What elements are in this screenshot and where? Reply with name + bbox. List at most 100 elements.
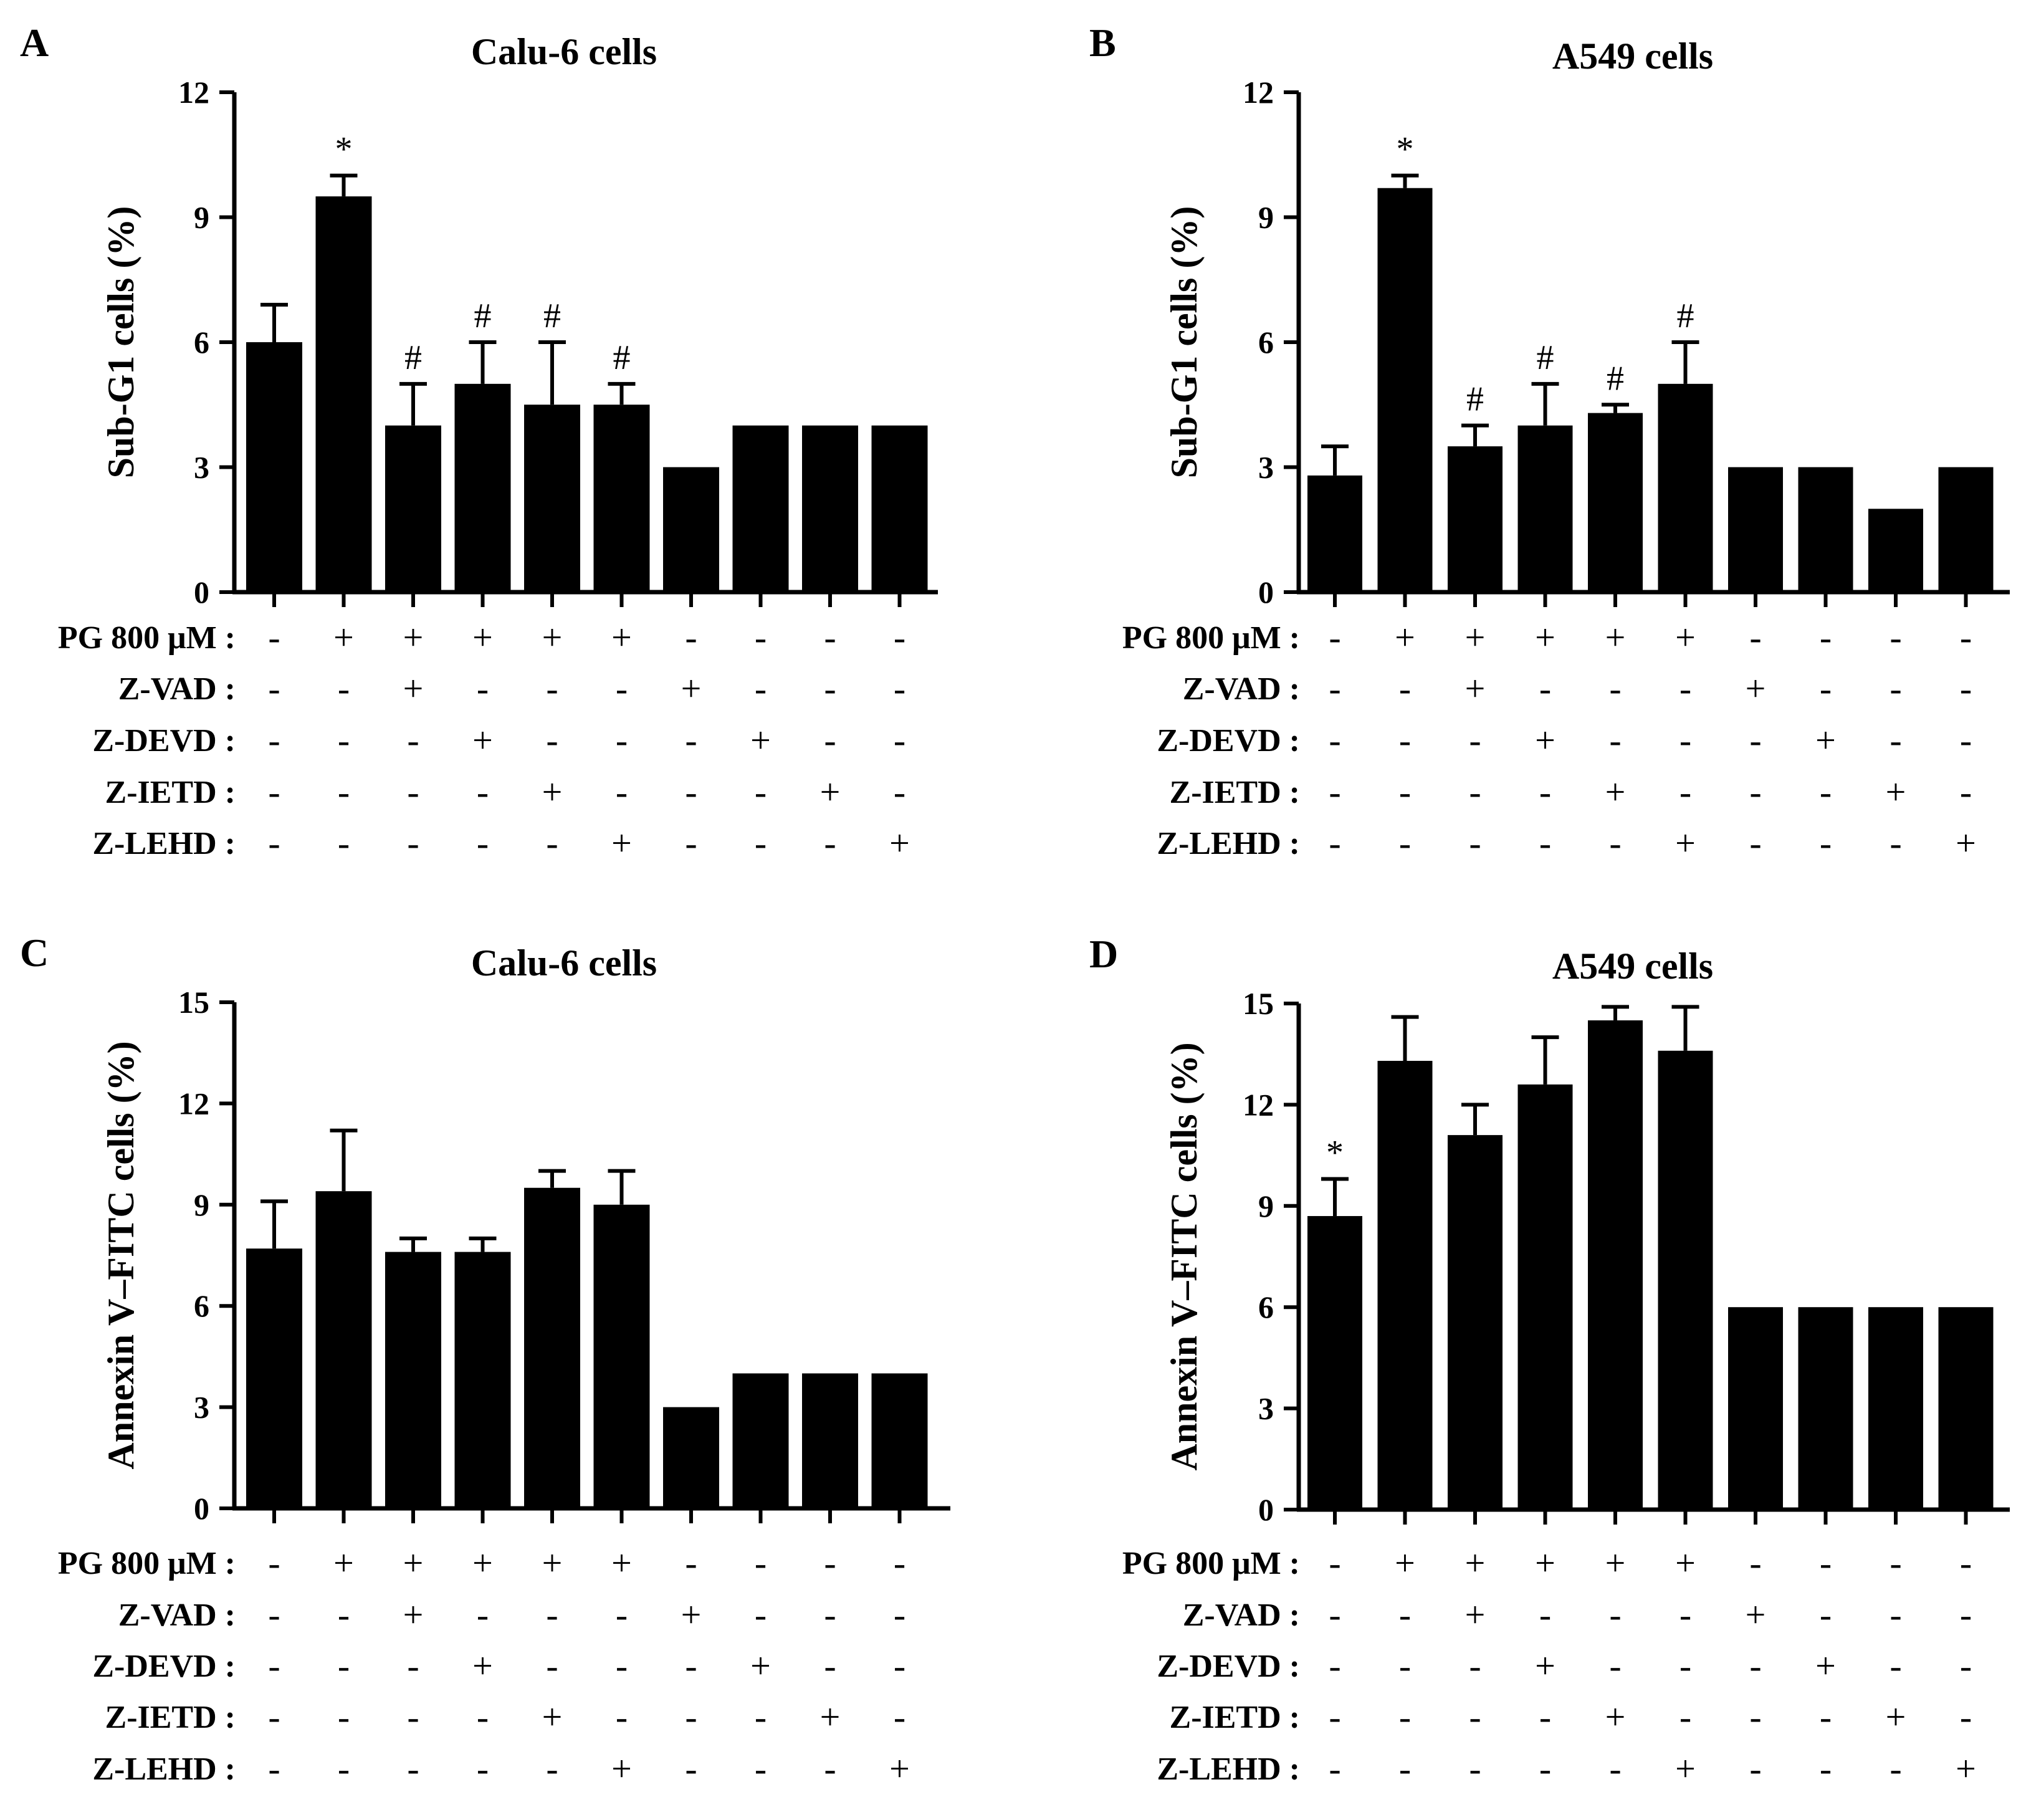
bar xyxy=(524,405,580,592)
treatment-symbol: + xyxy=(820,772,841,812)
bar xyxy=(1517,1084,1573,1510)
y-tick-label: 3 xyxy=(1258,450,1274,485)
treatment-label: Z-DEVD : xyxy=(92,1649,236,1684)
bar xyxy=(1728,1307,1783,1510)
bar xyxy=(593,1204,650,1508)
bar xyxy=(1377,1061,1433,1510)
treatment-symbol: + xyxy=(1465,1543,1486,1583)
panel-letter: C xyxy=(20,931,49,975)
bar xyxy=(1448,1135,1503,1510)
treatment-symbol: - xyxy=(1890,668,1901,709)
treatment-symbol: - xyxy=(1960,1697,1972,1737)
treatment-symbol: - xyxy=(685,1645,697,1686)
treatment-label: Z-LEHD : xyxy=(92,826,236,861)
treatment-symbol: - xyxy=(685,1748,697,1789)
y-tick-label: 0 xyxy=(194,1491,209,1526)
treatment-symbol: - xyxy=(477,1594,489,1635)
significance-mark: # xyxy=(1677,297,1694,335)
treatment-symbol: - xyxy=(546,720,558,760)
treatment-symbol: - xyxy=(1399,772,1411,812)
treatment-symbol: + xyxy=(681,1594,702,1635)
treatment-symbol: - xyxy=(268,823,280,863)
treatment-symbol: - xyxy=(1749,1748,1761,1789)
treatment-symbol: + xyxy=(1605,617,1626,658)
treatment-symbol: - xyxy=(894,1645,905,1686)
bar xyxy=(454,383,511,592)
treatment-symbol: - xyxy=(1469,720,1481,760)
treatment-symbol: - xyxy=(1960,1594,1972,1635)
bar xyxy=(1658,1050,1713,1510)
treatment-symbol: - xyxy=(268,1645,280,1686)
treatment-symbol: - xyxy=(1749,823,1761,863)
treatment-symbol: - xyxy=(1820,1594,1832,1635)
y-tick-label: 12 xyxy=(178,1086,209,1121)
treatment-symbol: - xyxy=(894,772,905,812)
bar xyxy=(1938,467,1994,592)
treatment-symbol: - xyxy=(824,617,836,658)
treatment-symbol: - xyxy=(1469,1645,1481,1686)
treatment-symbol: + xyxy=(333,1543,354,1583)
treatment-symbol: - xyxy=(338,720,350,760)
treatment-symbol: - xyxy=(824,720,836,760)
treatment-symbol: - xyxy=(1329,823,1340,863)
treatment-label: Z-VAD : xyxy=(118,671,236,707)
treatment-symbol: + xyxy=(1605,1697,1626,1737)
bar xyxy=(524,1187,580,1508)
treatment-symbol: - xyxy=(1890,617,1901,658)
treatment-symbol: - xyxy=(1749,1543,1761,1583)
treatment-symbol: - xyxy=(477,772,489,812)
bar xyxy=(1588,413,1643,592)
y-tick-label: 9 xyxy=(1258,1189,1274,1224)
treatment-symbol: - xyxy=(755,1748,767,1789)
treatment-symbol: - xyxy=(1960,720,1972,760)
treatment-symbol: - xyxy=(268,1748,280,1789)
treatment-symbol: - xyxy=(1609,1748,1621,1789)
bar xyxy=(246,1248,302,1508)
y-tick-label: 12 xyxy=(1243,75,1274,110)
y-axis-label: Sub-G1 cells (%) xyxy=(100,206,141,479)
treatment-symbol: - xyxy=(1749,1645,1761,1686)
treatment-symbol: - xyxy=(1749,720,1761,760)
treatment-symbol: - xyxy=(1960,772,1972,812)
treatment-symbol: - xyxy=(407,1697,419,1737)
treatment-symbol: + xyxy=(542,617,563,658)
bar xyxy=(1728,467,1783,592)
treatment-symbol: - xyxy=(894,617,905,658)
bar xyxy=(802,425,858,592)
bar xyxy=(1658,383,1713,592)
treatment-symbol: - xyxy=(616,772,628,812)
treatment-label: Z-IETD : xyxy=(1170,775,1300,810)
treatment-symbol: - xyxy=(338,1697,350,1737)
y-tick-label: 9 xyxy=(194,200,209,235)
treatment-symbol: - xyxy=(1749,772,1761,812)
y-axis-label: Annexin V–FITC cells (%) xyxy=(100,1041,141,1469)
treatment-symbol: - xyxy=(268,617,280,658)
treatment-symbol: + xyxy=(1956,823,1976,863)
treatment-symbol: - xyxy=(1469,823,1481,863)
y-tick-label: 6 xyxy=(1258,325,1274,360)
significance-mark: # xyxy=(1466,380,1484,419)
bar xyxy=(1307,1216,1362,1510)
treatment-symbol: - xyxy=(1679,1645,1691,1686)
treatment-symbol: - xyxy=(1329,617,1340,658)
treatment-symbol: - xyxy=(755,772,767,812)
treatment-symbol: - xyxy=(755,1543,767,1583)
y-axis-label: Sub-G1 cells (%) xyxy=(1163,206,1205,479)
bar xyxy=(385,425,441,592)
treatment-symbol: - xyxy=(1820,1543,1832,1583)
treatment-symbol: + xyxy=(403,617,424,658)
bar xyxy=(663,467,719,592)
treatment-symbol: + xyxy=(472,1645,493,1686)
bar xyxy=(246,342,302,592)
treatment-symbol: - xyxy=(1539,823,1551,863)
treatment-symbol: - xyxy=(755,1594,767,1635)
significance-mark: * xyxy=(1397,130,1414,169)
treatment-symbol: - xyxy=(477,668,489,709)
bar xyxy=(315,1191,372,1508)
treatment-symbol: + xyxy=(1886,772,1906,812)
treatment-symbol: - xyxy=(685,1697,697,1737)
treatment-symbol: - xyxy=(546,823,558,863)
treatment-symbol: - xyxy=(685,720,697,760)
treatment-symbol: - xyxy=(1329,1748,1340,1789)
